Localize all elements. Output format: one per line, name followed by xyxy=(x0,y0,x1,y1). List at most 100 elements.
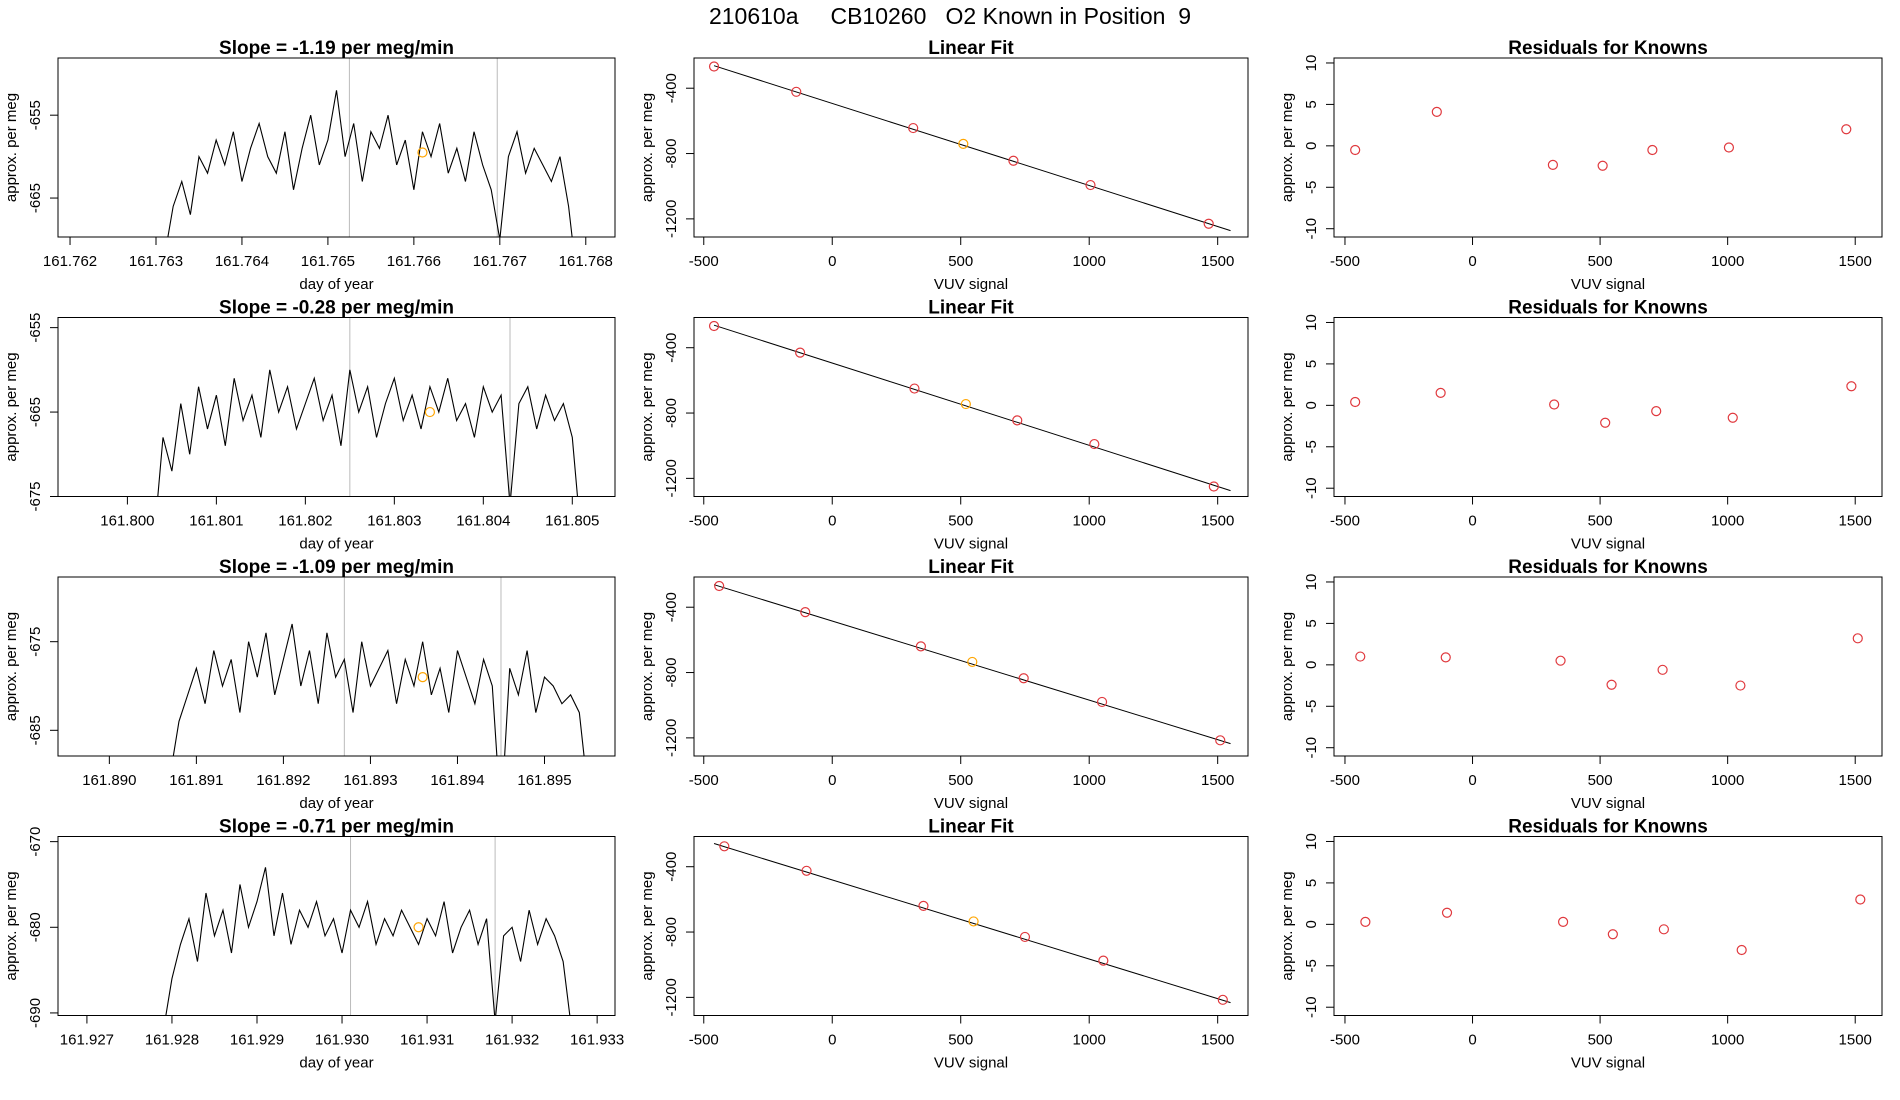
plot-frame xyxy=(1333,576,1883,757)
plot-area xyxy=(713,841,1231,1005)
point xyxy=(801,865,812,876)
x-tick-label: 161.768 xyxy=(559,253,613,270)
x-tick-label: -500 xyxy=(1330,1031,1360,1048)
y-tick-label: -5 xyxy=(1303,181,1320,194)
point xyxy=(1723,142,1735,153)
point xyxy=(909,383,920,394)
panel-title: Residuals for Knowns xyxy=(1508,298,1708,319)
y-tick-label: -1200 xyxy=(663,719,680,757)
y-tick-label: -675 xyxy=(27,481,44,511)
y-tick-label: -400 xyxy=(663,73,680,103)
plot-frame xyxy=(693,317,1249,497)
point xyxy=(1350,144,1361,156)
panel: Residuals for Knowns VUV signal approx. pe… xyxy=(1279,298,1883,552)
plot-area xyxy=(157,317,579,497)
data-line xyxy=(165,867,571,1016)
plot-area xyxy=(708,61,1231,232)
x-tick-label: 500 xyxy=(1588,1031,1613,1048)
y-tick-label: 10 xyxy=(1303,574,1320,591)
x-tick-label: 161.765 xyxy=(301,253,355,270)
point xyxy=(1431,106,1442,117)
highlight-point xyxy=(413,922,424,933)
panel-title: Slope = -1.09 per meg/min xyxy=(219,557,454,578)
point xyxy=(1008,155,1019,166)
y-axis-label: approx. per meg xyxy=(1279,352,1296,461)
y-tick-label: -5 xyxy=(1303,440,1320,453)
y-axis-label: approx. per meg xyxy=(1279,871,1296,980)
point xyxy=(1736,944,1747,956)
x-tick-label: 161.800 xyxy=(100,512,154,529)
point xyxy=(1096,696,1108,708)
x-axis-label: VUV signal xyxy=(934,1054,1008,1071)
x-axis-label: VUV signal xyxy=(1571,1054,1645,1071)
x-tick-label: 0 xyxy=(828,1031,836,1048)
y-tick-label: -5 xyxy=(1303,700,1320,713)
x-axis-label: day of year xyxy=(299,535,373,552)
plot-area xyxy=(713,580,1231,746)
fit-line xyxy=(713,324,1231,492)
point xyxy=(908,122,919,134)
x-tick-label: 161.932 xyxy=(485,1031,539,1048)
point xyxy=(1855,894,1866,905)
point xyxy=(1647,144,1658,156)
point xyxy=(1651,406,1662,417)
point xyxy=(1350,396,1361,408)
plot-frame xyxy=(1333,57,1883,238)
data-line xyxy=(172,623,585,756)
x-tick-label: -500 xyxy=(689,772,719,789)
y-tick-label: 5 xyxy=(1303,100,1320,108)
x-tick-label: 500 xyxy=(948,253,973,270)
y-axis-label: approx. per meg xyxy=(1279,612,1296,721)
x-axis-label: day of year xyxy=(299,1054,373,1071)
x-tick-label: 1500 xyxy=(1839,512,1872,529)
x-tick-label: 161.891 xyxy=(169,772,223,789)
x-tick-label: 161.892 xyxy=(256,772,310,789)
y-tick-label: -800 xyxy=(663,398,680,428)
point xyxy=(1203,218,1214,229)
y-axis-label: approx. per meg xyxy=(1279,93,1296,202)
x-tick-label: 161.766 xyxy=(387,253,441,270)
panel-title: Slope = -0.28 per meg/min xyxy=(219,298,454,319)
y-tick-label: 5 xyxy=(1303,619,1320,627)
y-tick-label: -680 xyxy=(27,912,44,942)
x-tick-label: 500 xyxy=(1588,772,1613,789)
x-tick-label: 161.894 xyxy=(430,772,484,789)
y-tick-label: -10 xyxy=(1303,996,1320,1018)
plot-frame xyxy=(693,576,1249,757)
x-axis-label: VUV signal xyxy=(1571,795,1645,812)
y-tick-label: -800 xyxy=(663,658,680,688)
panel-title: Linear Fit xyxy=(928,298,1014,319)
point xyxy=(1215,735,1226,746)
x-tick-label: 161.805 xyxy=(545,512,599,529)
point xyxy=(1600,417,1611,428)
x-tick-label: 0 xyxy=(828,253,836,270)
x-axis-label: VUV signal xyxy=(934,276,1008,293)
plot-frame xyxy=(57,57,616,238)
plot-frame xyxy=(1333,317,1883,497)
point xyxy=(1208,481,1219,492)
point xyxy=(1607,929,1618,940)
point xyxy=(958,138,969,150)
x-tick-label: 500 xyxy=(948,1031,973,1048)
y-tick-label: 10 xyxy=(1303,55,1320,72)
plot-frame xyxy=(57,836,616,1016)
point xyxy=(1360,916,1371,927)
plot-frame xyxy=(693,57,1249,238)
point xyxy=(1852,633,1863,644)
point xyxy=(719,841,730,852)
point xyxy=(795,347,806,358)
y-tick-label: -800 xyxy=(663,139,680,169)
y-tick-label: -1200 xyxy=(663,459,680,497)
panel-title: Residuals for Knowns xyxy=(1508,817,1708,838)
panel: Linear Fit VUV signal approx. per meg -500 0… xyxy=(639,298,1249,552)
y-tick-label: -690 xyxy=(27,998,44,1028)
y-tick-label: 5 xyxy=(1303,879,1320,887)
y-tick-label: -400 xyxy=(663,592,680,622)
x-axis-label: day of year xyxy=(299,795,373,812)
panel: Linear Fit VUV signal approx. per meg -500 0… xyxy=(639,817,1249,1071)
x-tick-label: 1000 xyxy=(1711,1031,1744,1048)
panel-title: Linear Fit xyxy=(928,38,1014,59)
panel: Slope = -0.28 per meg/min day of year appr… xyxy=(3,298,616,552)
point xyxy=(918,900,929,912)
